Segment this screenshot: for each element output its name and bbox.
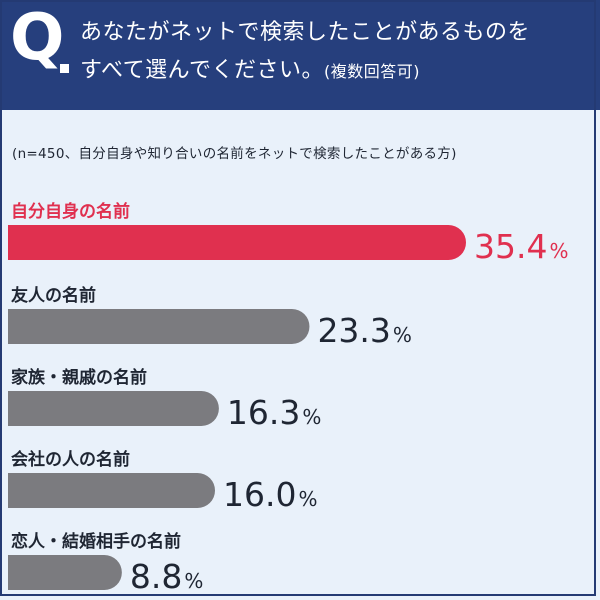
unit-label: % (393, 323, 412, 347)
question-line-2-text: すべて選んでください。 (80, 58, 324, 83)
question-header: Q あなたがネットで検索したことがあるものを すべて選んでください。(複数回答可… (0, 0, 600, 110)
question-note: (複数回答可) (323, 62, 420, 81)
bar (8, 473, 216, 508)
bar (8, 555, 122, 590)
question-marker-dot (60, 64, 69, 73)
unit-label: % (549, 239, 568, 263)
value-label: 35.4 (474, 227, 547, 266)
category-label: 家族・親戚の名前 (11, 367, 147, 388)
category-label: 自分自身の名前 (11, 201, 130, 222)
question-line-1: あなたがネットで検索したことがあるものを (80, 20, 531, 45)
bar (8, 391, 219, 426)
value-label: 16.0 (223, 475, 296, 514)
sample-note: (n=450、自分自身や知り合いの名前をネットで検索したことがある方) (12, 146, 457, 162)
bar (8, 309, 310, 344)
category-label: 友人の名前 (11, 285, 96, 306)
question-text: あなたがネットで検索したことがあるものを すべて選んでください。(複数回答可) (80, 14, 595, 91)
question-marker: Q (10, 1, 65, 75)
value-label: 23.3 (317, 311, 390, 350)
unit-label: % (302, 405, 321, 429)
value-label: 16.3 (227, 393, 300, 432)
question-line-2: すべて選んでください。(複数回答可) (80, 52, 595, 91)
category-label: 会社の人の名前 (11, 449, 130, 470)
unit-label: % (184, 569, 203, 593)
value-label: 8.8 (130, 557, 182, 596)
unit-label: % (298, 487, 317, 511)
bar (8, 225, 467, 260)
category-label: 恋人・結婚相手の名前 (11, 531, 181, 552)
